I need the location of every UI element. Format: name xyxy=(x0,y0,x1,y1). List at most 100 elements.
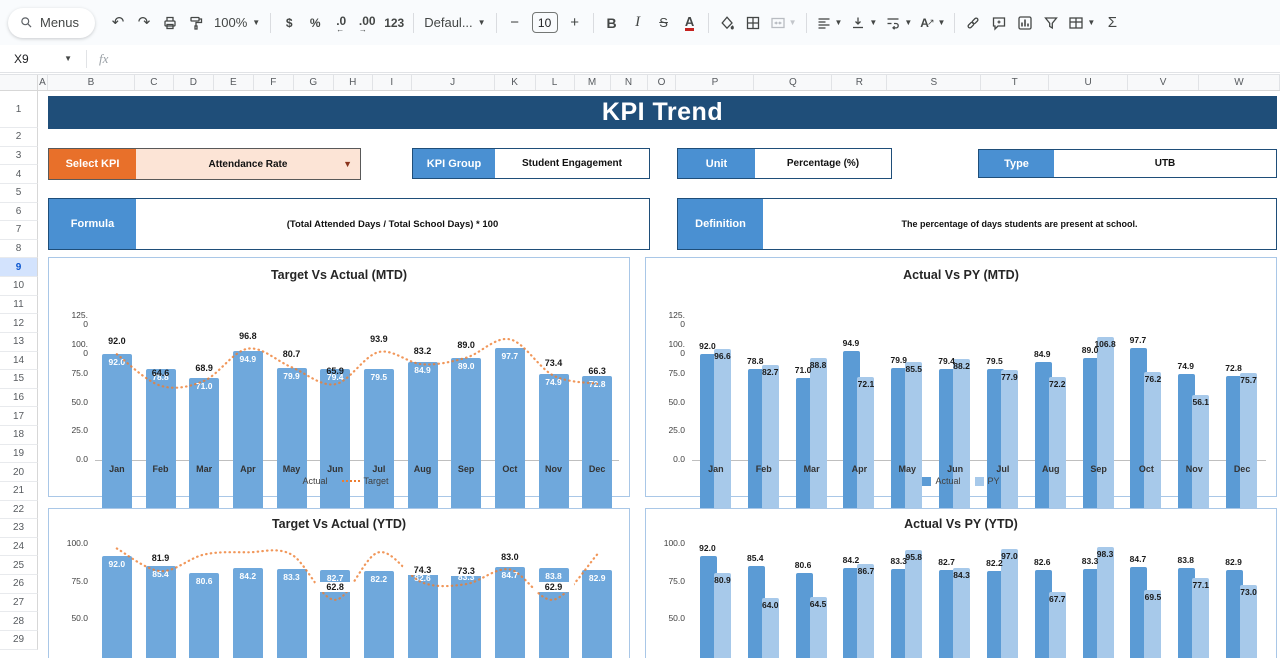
dropdown-arrow-icon[interactable]: ▼ xyxy=(343,159,352,169)
row-header-20[interactable]: 20 xyxy=(0,463,38,482)
row-header-12[interactable]: 12 xyxy=(0,314,38,333)
column-header-O[interactable]: O xyxy=(648,75,677,90)
row-header-3[interactable]: 3 xyxy=(0,146,38,166)
column-header-V[interactable]: V xyxy=(1128,75,1200,90)
x-axis-label-nov: Nov xyxy=(544,464,562,474)
row-header-27[interactable]: 27 xyxy=(0,593,38,613)
column-header-B[interactable]: B xyxy=(48,75,135,90)
insert-chart-button[interactable] xyxy=(1013,10,1037,36)
increase-decimal-button[interactable]: .00 → xyxy=(358,14,376,34)
text-color-button[interactable]: A xyxy=(684,13,695,31)
column-header-J[interactable]: J xyxy=(412,75,495,90)
bold-button[interactable]: B xyxy=(606,14,617,31)
column-header-G[interactable]: G xyxy=(294,75,334,90)
chart-title: Actual Vs PY (MTD) xyxy=(903,268,1019,282)
currency-format-button[interactable]: $ xyxy=(285,15,293,30)
column-header-D[interactable]: D xyxy=(174,75,214,90)
column-header-M[interactable]: M xyxy=(575,75,611,90)
column-header-W[interactable]: W xyxy=(1199,75,1280,90)
column-header-C[interactable]: C xyxy=(135,75,174,90)
decrease-decimal-button[interactable]: .0 ← xyxy=(336,14,347,34)
font-size-input[interactable]: 10 xyxy=(529,10,561,36)
text-wrap-button[interactable]: ▼ xyxy=(882,10,915,36)
table-button[interactable]: ▼ xyxy=(1065,10,1098,36)
row-header-22[interactable]: 22 xyxy=(0,500,38,520)
borders-button[interactable] xyxy=(741,10,765,36)
chart-target-vs-actual-mtd[interactable]: Target Vs Actual (MTD) 0.0 25.0 50.0 75.0 100… xyxy=(48,257,630,520)
row-header-16[interactable]: 16 xyxy=(0,388,38,408)
row-header-18[interactable]: 18 xyxy=(0,426,38,445)
bar-label: 56.1 xyxy=(1192,397,1210,408)
column-header-Q[interactable]: Q xyxy=(754,75,833,90)
create-filter-button[interactable] xyxy=(1039,10,1063,36)
name-box[interactable]: X9 ▼ xyxy=(0,52,80,66)
legend-item-actual: Actual xyxy=(922,476,961,486)
column-header-F[interactable]: F xyxy=(254,75,294,90)
row-header-15[interactable]: 15 xyxy=(0,370,38,389)
row-header-24[interactable]: 24 xyxy=(0,537,38,557)
chart-actual-vs-py-ytd[interactable]: Actual Vs PY (YTD)50.075.0100.092.080.9J… xyxy=(645,508,1277,658)
row-header-14[interactable]: 14 xyxy=(0,351,38,371)
row-header-5[interactable]: 5 xyxy=(0,183,38,203)
column-header-A[interactable]: A xyxy=(38,75,48,90)
y-axis-tick: 50.0 xyxy=(668,396,685,407)
bar-label: 67.7 xyxy=(1048,594,1066,605)
chart-legend: Actual PY xyxy=(646,476,1276,486)
formula-value: (Total Attended Days / Total School Days… xyxy=(136,199,649,249)
italic-button[interactable]: I xyxy=(635,14,641,30)
column-header-K[interactable]: K xyxy=(495,75,536,90)
select-all-corner[interactable] xyxy=(0,75,38,90)
font-select[interactable]: Defaul... ▼ xyxy=(424,15,486,30)
functions-button[interactable]: Σ xyxy=(1107,14,1117,31)
column-header-S[interactable]: S xyxy=(887,75,982,90)
row-header-9[interactable]: 9 xyxy=(0,258,38,277)
horizontal-align-button[interactable]: ▼ xyxy=(818,17,843,29)
row-header-6[interactable]: 6 xyxy=(0,202,38,222)
bar-mar-actual xyxy=(189,378,220,520)
decrease-font-size-button[interactable]: − xyxy=(510,14,519,31)
column-header-U[interactable]: U xyxy=(1049,75,1129,90)
redo-button[interactable]: ↷ xyxy=(137,14,151,31)
row-header-4[interactable]: 4 xyxy=(0,165,38,184)
select-kpi-dropdown[interactable]: Attendance Rate ▼ xyxy=(136,149,360,179)
row-header-11[interactable]: 11 xyxy=(0,295,38,315)
column-header-T[interactable]: T xyxy=(981,75,1050,90)
vertical-align-button[interactable]: ▼ xyxy=(847,10,880,36)
row-header-13[interactable]: 13 xyxy=(0,332,38,352)
paint-format-button[interactable] xyxy=(184,10,208,36)
row-header-26[interactable]: 26 xyxy=(0,575,38,594)
chart-target-vs-actual-ytd[interactable]: Target Vs Actual (YTD)50.075.0100.092.0J… xyxy=(48,508,630,658)
row-header-21[interactable]: 21 xyxy=(0,481,38,501)
undo-button[interactable]: ↶ xyxy=(111,14,125,31)
column-header-N[interactable]: N xyxy=(611,75,648,90)
chart-actual-vs-py-mtd[interactable]: Actual Vs PY (MTD) 0.0 25.0 50.0 75.0 100.0 12… xyxy=(645,257,1277,520)
row-header-17[interactable]: 17 xyxy=(0,407,38,426)
percent-format-button[interactable]: % xyxy=(309,15,321,30)
row-header-23[interactable]: 23 xyxy=(0,519,38,538)
row-header-1[interactable]: 1 xyxy=(0,91,38,128)
row-header-10[interactable]: 10 xyxy=(0,277,38,296)
row-header-8[interactable]: 8 xyxy=(0,239,38,259)
row-header-25[interactable]: 25 xyxy=(0,556,38,575)
strikethrough-button[interactable]: S xyxy=(659,15,668,30)
row-header-19[interactable]: 19 xyxy=(0,444,38,464)
menus-search[interactable]: Menus xyxy=(8,7,96,38)
text-rotate-button[interactable]: A ↗ ▼ xyxy=(920,15,946,30)
insert-comment-button[interactable] xyxy=(987,10,1011,36)
more-formats-button[interactable]: 123 xyxy=(384,15,405,30)
row-header-7[interactable]: 7 xyxy=(0,221,38,240)
column-header-I[interactable]: I xyxy=(373,75,412,90)
fill-color-button[interactable] xyxy=(715,10,739,36)
column-header-E[interactable]: E xyxy=(214,75,254,90)
column-header-L[interactable]: L xyxy=(536,75,575,90)
zoom-select[interactable]: 100% ▼ xyxy=(214,15,261,30)
increase-font-size-button[interactable]: + xyxy=(570,14,579,31)
column-header-P[interactable]: P xyxy=(676,75,755,90)
insert-link-button[interactable] xyxy=(961,10,985,36)
row-header-29[interactable]: 29 xyxy=(0,630,38,650)
column-header-R[interactable]: R xyxy=(832,75,888,90)
column-header-H[interactable]: H xyxy=(334,75,373,90)
print-button[interactable] xyxy=(158,10,182,36)
row-header-2[interactable]: 2 xyxy=(0,128,38,147)
row-header-28[interactable]: 28 xyxy=(0,612,38,631)
